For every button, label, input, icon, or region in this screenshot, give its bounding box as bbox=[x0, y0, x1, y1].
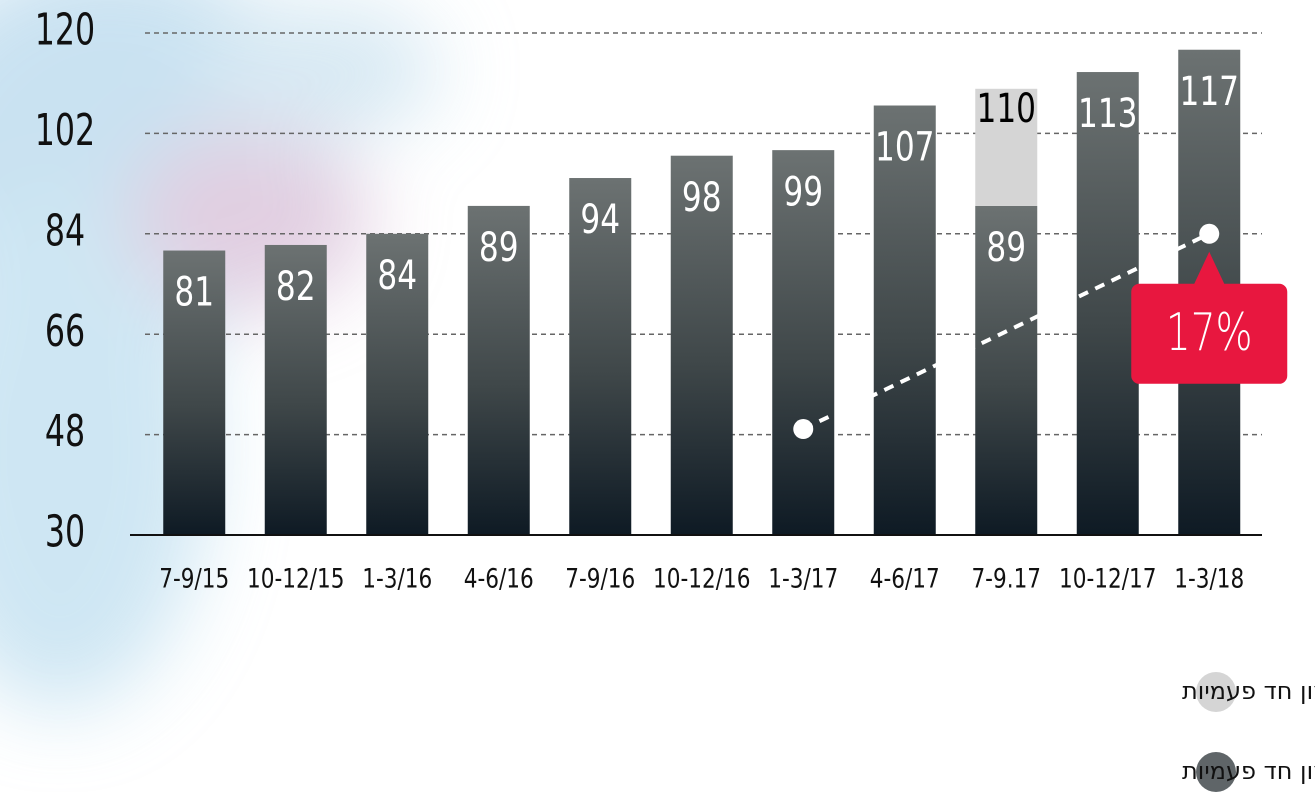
total-label: 110 bbox=[976, 86, 1036, 132]
value-label: 98 bbox=[682, 175, 722, 221]
value-label: 117 bbox=[1179, 69, 1239, 115]
chart: 30 48 66 84 102 120 7-9/15 81 10-12/15 82 1-3/16 84… bbox=[0, 0, 1315, 792]
bar bbox=[1077, 72, 1139, 535]
value-label: 89 bbox=[986, 225, 1026, 271]
value-label: 94 bbox=[580, 197, 620, 243]
legend-label: בנטרול הוצאות מימון חד פעמיות bbox=[1182, 757, 1315, 785]
x-tick-label: 1-3/17 bbox=[768, 562, 838, 594]
x-tick-label: 4-6/16 bbox=[464, 562, 534, 594]
x-tick-label: 1-3/16 bbox=[362, 562, 432, 594]
x-tick-label: 7-9/15 bbox=[159, 562, 229, 594]
value-label: 84 bbox=[377, 253, 417, 299]
x-tick-label: 10-12/16 bbox=[653, 562, 750, 594]
value-label: 99 bbox=[783, 170, 823, 216]
x-tick-label: 7-9/16 bbox=[565, 562, 635, 594]
x-tick-label: 10-12/17 bbox=[1059, 562, 1156, 594]
x-tick-label: 1-3/18 bbox=[1174, 562, 1244, 594]
y-tick-label: 84 bbox=[45, 206, 85, 257]
value-label: 81 bbox=[174, 270, 214, 316]
value-label: 89 bbox=[479, 225, 519, 271]
value-label: 107 bbox=[875, 125, 935, 171]
callout-label: 17% bbox=[1166, 301, 1253, 362]
trend-point bbox=[1199, 224, 1219, 244]
value-label: 82 bbox=[276, 264, 316, 310]
y-tick-label: 102 bbox=[35, 105, 95, 156]
y-tick-label: 48 bbox=[45, 406, 85, 457]
x-tick-label: 4-6/17 bbox=[870, 562, 940, 594]
x-tick-label: 7-9.17 bbox=[971, 562, 1041, 594]
y-tick-label: 30 bbox=[45, 507, 85, 558]
trend-point bbox=[793, 419, 813, 439]
y-tick-label: 66 bbox=[45, 306, 85, 357]
x-tick-label: 10-12/15 bbox=[247, 562, 344, 594]
y-tick-label: 120 bbox=[35, 5, 95, 56]
legend-label: השפעת הוצאות מימון חד פעמיות bbox=[1182, 677, 1315, 705]
value-label: 113 bbox=[1078, 92, 1138, 138]
